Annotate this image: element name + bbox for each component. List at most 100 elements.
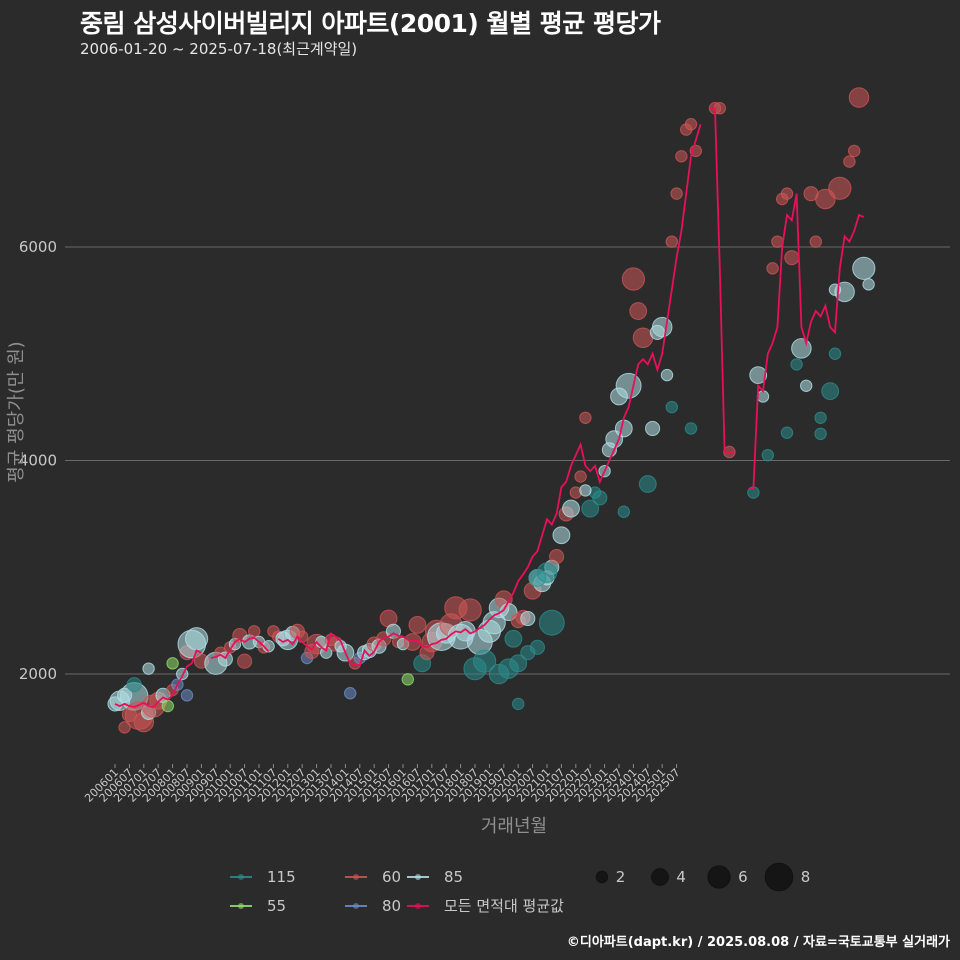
source-caption: ©디아파트(dapt.kr) / 2025.08.08 / 자료=국토교통부 실…	[566, 935, 950, 950]
data-point-60	[579, 411, 592, 424]
legend-marker-60	[353, 874, 359, 880]
data-point-60	[843, 155, 856, 168]
legend-size-label: 2	[616, 868, 626, 886]
legend: 115 60 85 55 80 모든 면적대 평균값 2 4 6 8	[230, 862, 811, 915]
legend-label-55: 55	[267, 897, 286, 915]
data-point-85	[852, 256, 876, 280]
data-point-60	[780, 187, 794, 200]
data-point-115	[665, 400, 678, 414]
data-point-115	[126, 677, 142, 693]
data-point-115	[821, 382, 840, 401]
data-point-85	[660, 368, 674, 382]
data-point-115	[504, 629, 523, 648]
data-point-85	[756, 390, 770, 403]
data-point-85	[800, 379, 813, 392]
data-point-60	[237, 653, 253, 669]
data-point-85	[615, 372, 642, 399]
average-line-segment	[277, 123, 702, 667]
data-point-85	[834, 281, 855, 303]
data-point-85	[614, 419, 633, 438]
data-point-60	[766, 262, 779, 275]
legend-label-115: 115	[267, 868, 296, 886]
data-point-60	[248, 625, 261, 638]
data-point-85	[520, 610, 536, 627]
data-point-115	[814, 411, 827, 424]
data-point-80	[180, 689, 194, 702]
data-point-60	[670, 187, 683, 200]
data-point-60	[629, 302, 648, 320]
data-point-85	[651, 316, 673, 338]
data-point-85	[791, 338, 812, 359]
data-point-60	[784, 250, 800, 266]
legend-size-label: 8	[801, 868, 811, 886]
data-point-115	[538, 609, 565, 636]
legend-marker-80	[353, 903, 359, 909]
chart-title: 중림 삼성사이버빌리지 아파트(2001) 월별 평균 평당가	[80, 9, 661, 38]
data-point-60	[574, 470, 587, 483]
average-line-segment	[114, 649, 202, 709]
data-point-115	[473, 649, 497, 673]
data-point-60	[118, 721, 131, 734]
data-point-60	[549, 549, 565, 565]
x-axis-ticks: 2006012006072007012007072008012008072009…	[82, 764, 683, 805]
data-point-115	[617, 505, 630, 518]
legend-size-marker	[764, 862, 794, 892]
legend-size-marker	[651, 868, 669, 886]
data-point-60	[403, 633, 422, 651]
y-tick-label: 6000	[19, 238, 57, 256]
data-point-115	[512, 697, 525, 711]
data-point-60	[848, 144, 861, 158]
legend-marker-85	[415, 874, 421, 880]
data-point-60	[632, 327, 654, 348]
data-point-60	[809, 235, 822, 248]
legend-size-label: 6	[738, 868, 748, 886]
legend-size-label: 4	[676, 868, 686, 886]
data-point-115	[592, 490, 608, 506]
data-point-85	[185, 627, 209, 651]
data-point-115	[780, 426, 794, 439]
data-point-60	[665, 235, 678, 248]
data-point-60	[408, 615, 427, 634]
data-point-115	[638, 475, 657, 493]
legend-label-85: 85	[444, 868, 463, 886]
data-point-60	[458, 598, 482, 622]
data-point-85	[749, 366, 768, 385]
data-point-115	[828, 347, 842, 360]
data-point-115	[581, 499, 600, 518]
data-point-85	[862, 278, 875, 291]
data-point-85	[142, 662, 155, 675]
data-point-55	[166, 657, 179, 670]
data-point-60	[675, 150, 688, 163]
legend-label-80: 80	[382, 897, 401, 915]
legend-marker-avg	[415, 903, 421, 909]
data-point-115	[509, 654, 528, 673]
data-points	[107, 87, 876, 734]
y-axis-ticks: 2000 4000 6000	[19, 238, 57, 683]
data-point-85	[320, 646, 333, 659]
data-point-55	[161, 699, 175, 713]
legend-size-marker	[707, 865, 731, 889]
average-line	[114, 107, 865, 709]
legend-marker-55	[238, 903, 244, 909]
data-point-115	[814, 427, 827, 441]
legend-label-avg: 모든 면적대 평균값	[444, 897, 564, 915]
data-point-85	[645, 420, 661, 437]
data-point-115	[790, 358, 803, 371]
y-tick-label: 2000	[19, 665, 57, 683]
data-point-80	[344, 687, 357, 700]
data-point-115	[536, 562, 558, 583]
data-point-115	[488, 663, 510, 685]
data-point-60	[828, 176, 852, 200]
average-line-segment	[210, 636, 270, 660]
data-point-85	[552, 526, 571, 545]
y-axis-title: 평균 평당가(만 원)	[6, 341, 27, 482]
data-point-60	[684, 118, 698, 131]
data-point-85	[562, 499, 580, 518]
data-point-115	[529, 639, 545, 655]
data-point-85	[579, 484, 592, 497]
legend-size-marker	[595, 870, 609, 884]
data-point-60	[771, 235, 784, 248]
data-point-60	[621, 267, 646, 291]
average-line-segment	[748, 193, 865, 491]
